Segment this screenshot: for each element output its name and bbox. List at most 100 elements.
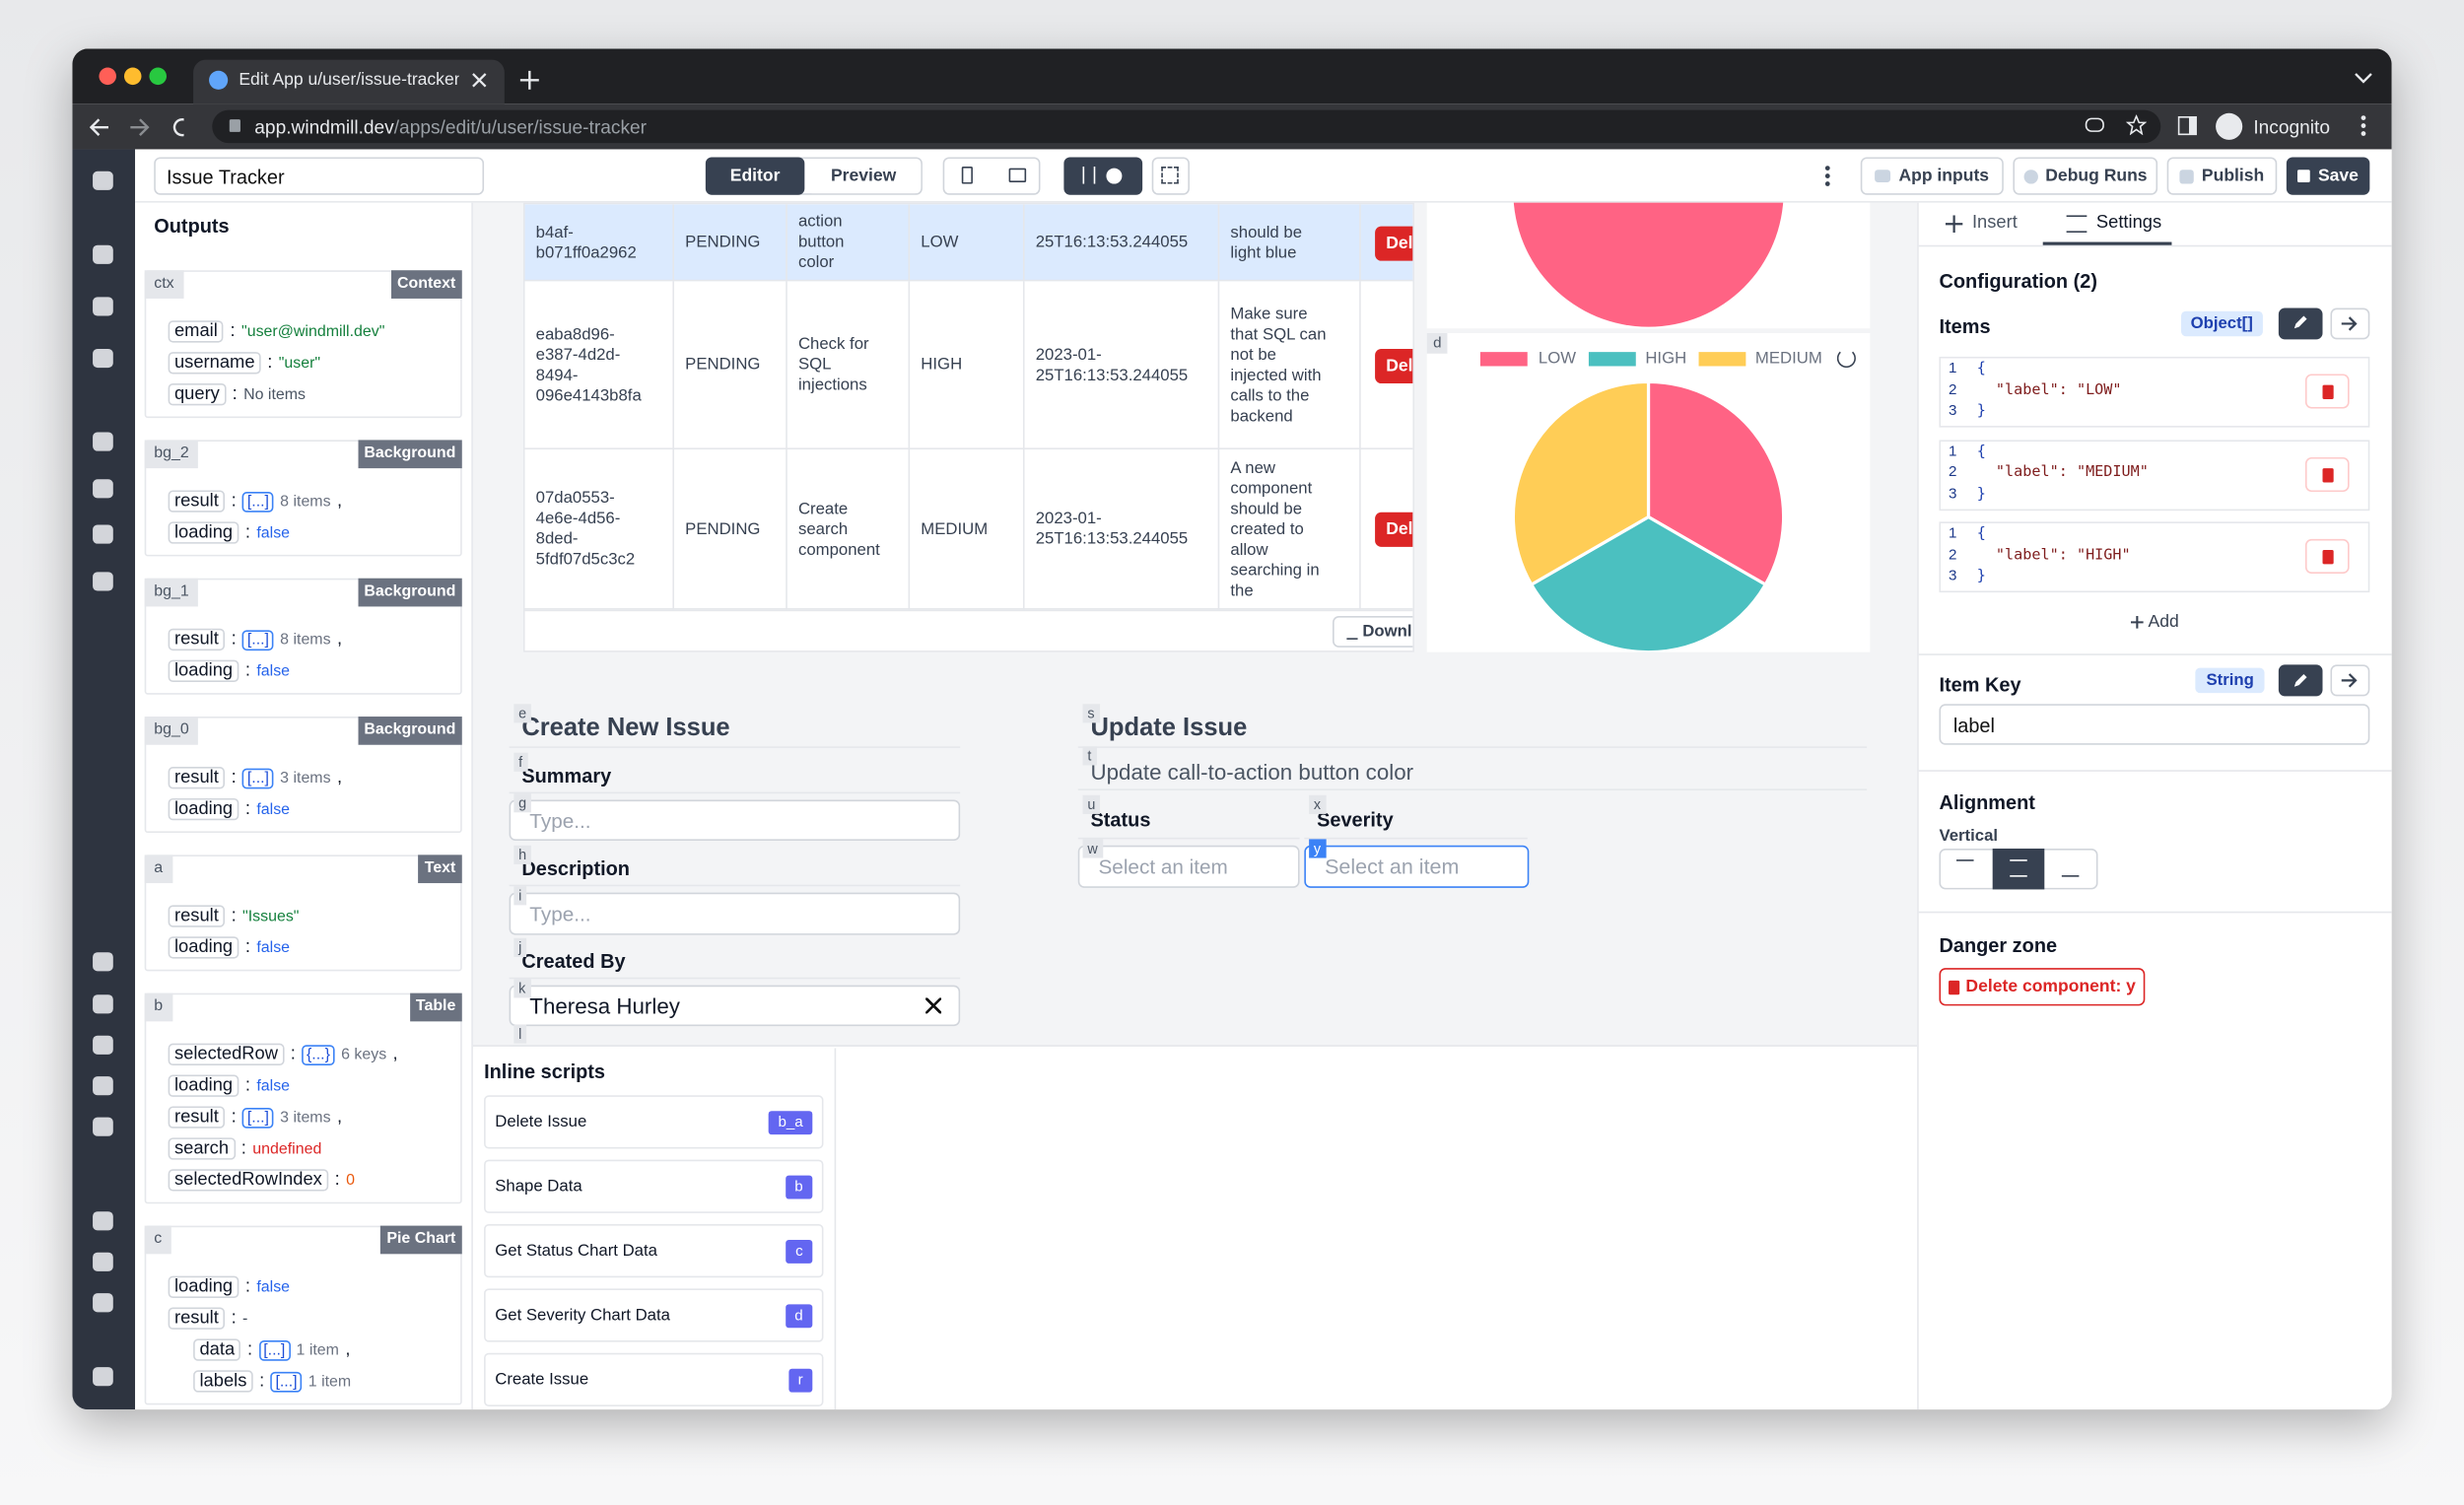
- align-center-button[interactable]: [1992, 848, 2045, 890]
- close-dot[interactable]: [99, 67, 116, 86]
- app-name-input[interactable]: Issue Tracker: [154, 157, 485, 195]
- collection-badge[interactable]: [...]: [242, 491, 274, 512]
- star-icon[interactable]: [2126, 114, 2147, 136]
- debug-runs-button[interactable]: Debug Runs: [2013, 157, 2158, 195]
- sidebar-icon[interactable]: [93, 348, 113, 369]
- delete-item-button[interactable]: [2304, 374, 2350, 409]
- clear-button[interactable]: [925, 997, 942, 1014]
- tab-close[interactable]: [471, 72, 487, 88]
- align-bottom-button[interactable]: [2061, 859, 2080, 877]
- zoom-dot[interactable]: [149, 67, 168, 86]
- collection-badge[interactable]: [...]: [270, 1371, 303, 1392]
- delete-button[interactable]: Del: [1375, 348, 1413, 383]
- code-editor[interactable]: [1939, 521, 2370, 593]
- align-top-button[interactable]: [1956, 859, 1974, 877]
- settings-tab[interactable]: Settings: [2095, 213, 2162, 233]
- component[interactable]: Select an item: [1077, 845, 1300, 888]
- collection-badge[interactable]: [...]: [242, 629, 274, 650]
- component[interactable]: Update call-to-action button color: [1077, 753, 1868, 790]
- component[interactable]: [509, 1031, 961, 1047]
- sidebar-icon[interactable]: [93, 171, 113, 190]
- pie-slice[interactable]: [1511, 379, 1651, 587]
- script-item[interactable]: [484, 1159, 824, 1213]
- sidebar-icon[interactable]: [93, 1252, 113, 1271]
- minimize-dot[interactable]: [123, 67, 142, 86]
- component[interactable]: Type...: [509, 799, 961, 841]
- sidebar-icon[interactable]: [93, 1076, 113, 1096]
- sidebar-icon[interactable]: [93, 1367, 113, 1387]
- legend-label[interactable]: HIGH: [1645, 348, 1687, 369]
- delete-component-button[interactable]: Delete component: y: [1939, 968, 2146, 1006]
- tab-menu[interactable]: [2354, 72, 2372, 85]
- component[interactable]: Created By: [509, 944, 961, 980]
- refresh-button[interactable]: [1836, 348, 1856, 369]
- fullscreen-button[interactable]: [1151, 157, 1190, 195]
- delete-item-button[interactable]: [2304, 456, 2350, 492]
- sidebar-icon[interactable]: [93, 1293, 113, 1313]
- collection-badge[interactable]: [...]: [258, 1339, 291, 1360]
- sidepanel-icon[interactable]: [2177, 115, 2197, 136]
- delete-item-button[interactable]: [2304, 538, 2350, 574]
- sidebar-icon[interactable]: [93, 1211, 113, 1231]
- component[interactable]: Summary: [509, 759, 961, 794]
- sidebar-icon[interactable]: [93, 1035, 113, 1055]
- new-tab[interactable]: [519, 70, 539, 90]
- component[interactable]: Select an item: [1304, 845, 1530, 888]
- app-inputs-button[interactable]: App inputs: [1860, 157, 2004, 195]
- sidebar-icon[interactable]: [93, 479, 113, 499]
- component[interactable]: Description: [509, 852, 961, 887]
- component[interactable]: Create New Issue: [509, 711, 961, 748]
- legend-swatch[interactable]: [1588, 352, 1636, 367]
- legend-swatch[interactable]: [1479, 352, 1528, 367]
- component[interactable]: Theresa Hurley: [509, 985, 961, 1027]
- code-editor[interactable]: [1939, 439, 2370, 511]
- delete-button[interactable]: Del: [1375, 512, 1413, 547]
- add-button[interactable]: Add: [2148, 612, 2179, 632]
- layout-toggle[interactable]: [1063, 157, 1143, 195]
- script-item[interactable]: [484, 1224, 824, 1278]
- key-icon[interactable]: [2085, 117, 2104, 132]
- sidebar-icon[interactable]: [93, 524, 113, 544]
- nav-buttons[interactable]: [89, 116, 184, 138]
- connect-button[interactable]: [2330, 308, 2370, 340]
- incognito-avatar[interactable]: [2216, 112, 2243, 140]
- sidebar-icon[interactable]: [93, 297, 113, 316]
- script-item[interactable]: [484, 1352, 824, 1406]
- legend-label[interactable]: MEDIUM: [1754, 348, 1822, 369]
- component[interactable]: Update Issue: [1077, 711, 1868, 748]
- preview-button[interactable]: Preview: [805, 159, 922, 194]
- url-bar[interactable]: [212, 109, 2161, 144]
- item-key-input[interactable]: label: [1939, 704, 2370, 745]
- component[interactable]: Status: [1077, 801, 1300, 840]
- more-menu[interactable]: [1824, 165, 1830, 186]
- script-item[interactable]: [484, 1095, 824, 1149]
- insert-tab[interactable]: Insert: [1971, 213, 2018, 233]
- publish-button[interactable]: Publish: [2166, 157, 2278, 195]
- pie-slice[interactable]: [1646, 379, 1786, 587]
- device-toggle[interactable]: [942, 157, 1041, 195]
- sidebar-icon[interactable]: [93, 432, 113, 451]
- download-button[interactable]: Downl: [1333, 616, 1413, 648]
- sidebar-icon[interactable]: [93, 952, 113, 972]
- code-editor[interactable]: [1939, 356, 2370, 428]
- delete-button[interactable]: Del: [1375, 225, 1413, 260]
- collection-badge[interactable]: {...}: [302, 1044, 335, 1065]
- chrome-menu[interactable]: [2361, 114, 2366, 136]
- sidebar-icon[interactable]: [93, 244, 113, 264]
- component[interactable]: Type...: [509, 892, 961, 935]
- profile-name[interactable]: Incognito: [2253, 115, 2331, 139]
- component[interactable]: Severity: [1304, 801, 1528, 840]
- sidebar-icon[interactable]: [93, 572, 113, 591]
- editor-button[interactable]: Editor: [705, 157, 805, 195]
- sidebar-icon[interactable]: [93, 994, 113, 1014]
- collection-badge[interactable]: [...]: [242, 767, 274, 788]
- sidebar-icon[interactable]: [93, 1117, 113, 1136]
- pie-slice[interactable]: [1529, 514, 1768, 652]
- collection-badge[interactable]: [...]: [242, 1107, 274, 1128]
- connect-button[interactable]: [2330, 664, 2370, 697]
- active-tab[interactable]: [193, 59, 505, 104]
- legend-swatch[interactable]: [1698, 352, 1746, 367]
- save-button[interactable]: Save: [2286, 157, 2370, 195]
- legend-label[interactable]: LOW: [1538, 348, 1577, 369]
- script-item[interactable]: [484, 1288, 824, 1342]
